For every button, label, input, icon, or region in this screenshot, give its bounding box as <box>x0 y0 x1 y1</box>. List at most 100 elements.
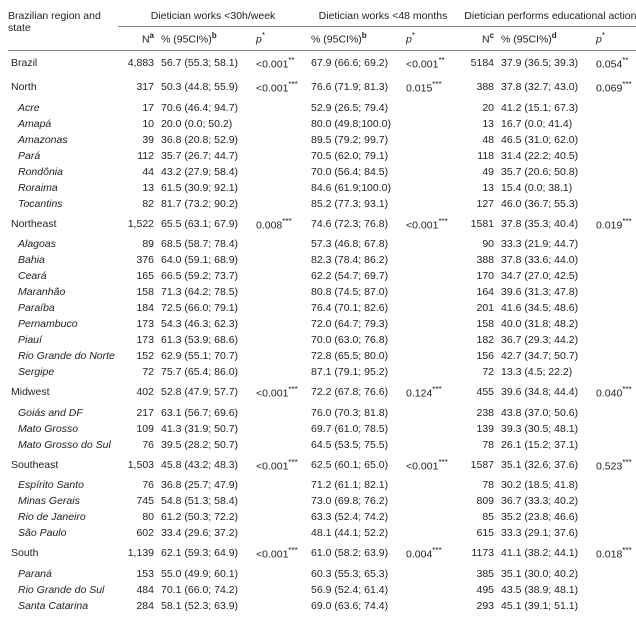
cell-n1: 602 <box>118 525 158 541</box>
cell-n3: 5184 <box>458 50 498 75</box>
cell-ci2: 56.9 (52.4; 61.4) <box>308 582 403 598</box>
cell-ci3: 16.7 (0.0; 41.4) <box>498 116 593 132</box>
cell-p2: 0.004*** <box>403 541 458 566</box>
state-row: Roraima1361.5 (30.9; 92.1)84.6 (61.9;100… <box>8 180 636 196</box>
cell-ci3: 34.7 (27.0; 42.5) <box>498 268 593 284</box>
cell-p2 <box>403 132 458 148</box>
cell-p1: <0.001*** <box>253 453 308 478</box>
cell-p2: 0.124*** <box>403 380 458 405</box>
cell-p3 <box>593 236 636 252</box>
cell-p2 <box>403 493 458 509</box>
state-name: Tocantins <box>8 196 118 212</box>
cell-n3: 158 <box>458 316 498 332</box>
cell-ci3: 37.8 (33.6; 44.0) <box>498 252 593 268</box>
cell-ci1: 43.2 (27.9; 58.4) <box>158 164 253 180</box>
state-name: Amazonas <box>8 132 118 148</box>
cell-n1: 165 <box>118 268 158 284</box>
cell-n1: 17 <box>118 100 158 116</box>
cell-p3: 0.040*** <box>593 380 636 405</box>
cell-p1 <box>253 196 308 212</box>
cell-n3: 20 <box>458 100 498 116</box>
cell-p3 <box>593 268 636 284</box>
cell-p1 <box>253 332 308 348</box>
state-name: Pernambuco <box>8 316 118 332</box>
cell-n3: 455 <box>458 380 498 405</box>
cell-p1 <box>253 566 308 582</box>
cell-ci3: 41.6 (34.5; 48.6) <box>498 300 593 316</box>
cell-n1: 158 <box>118 284 158 300</box>
state-name: Pará <box>8 148 118 164</box>
cell-p2 <box>403 268 458 284</box>
cell-ci2: 63.3 (52.4; 74.2) <box>308 509 403 525</box>
cell-ci2: 70.5 (62.0; 79.1) <box>308 148 403 164</box>
cell-ci2: 82.3 (78.4; 86.2) <box>308 252 403 268</box>
cell-p2 <box>403 509 458 525</box>
cell-p1 <box>253 132 308 148</box>
cell-p2 <box>403 421 458 437</box>
cell-ci2: 72.2 (67.8; 76.6) <box>308 380 403 405</box>
cell-p1 <box>253 148 308 164</box>
cell-p3 <box>593 421 636 437</box>
cell-p1: <0.001** <box>253 50 308 75</box>
cell-p1 <box>253 437 308 453</box>
cell-n1: 80 <box>118 509 158 525</box>
cell-p1: 0.008*** <box>253 212 308 237</box>
cell-n1: 10 <box>118 116 158 132</box>
cell-n3: 90 <box>458 236 498 252</box>
cell-ci2: 62.5 (60.1; 65.0) <box>308 453 403 478</box>
cell-ci1: 56.7 (55.3; 58.1) <box>158 50 253 75</box>
cell-ci3: 33.3 (21.9; 44.7) <box>498 236 593 252</box>
state-name: Paraíba <box>8 300 118 316</box>
cell-p2: <0.001** <box>403 50 458 75</box>
cell-p3 <box>593 180 636 196</box>
cell-p3 <box>593 252 636 268</box>
cell-ci3: 37.9 (36.5; 39.3) <box>498 50 593 75</box>
cell-p1 <box>253 477 308 493</box>
cell-ci2: 89.5 (79.2; 99.7) <box>308 132 403 148</box>
cell-n1: 1,522 <box>118 212 158 237</box>
cell-ci3: 15.4 (0.0; 38.1) <box>498 180 593 196</box>
cell-p1 <box>253 364 308 380</box>
cell-n3: 385 <box>458 566 498 582</box>
state-row: Mato Grosso do Sul7639.5 (28.2; 50.7)64.… <box>8 437 636 453</box>
cell-ci1: 52.8 (47.9; 57.7) <box>158 380 253 405</box>
cell-n3: 13 <box>458 116 498 132</box>
cell-ci2: 52.9 (26.5; 79.4) <box>308 100 403 116</box>
cell-p2 <box>403 525 458 541</box>
cell-p3 <box>593 316 636 332</box>
cell-ci2: 69.7 (61.0; 78.5) <box>308 421 403 437</box>
cell-ci3: 36.7 (33.3; 40.2) <box>498 493 593 509</box>
cell-ci1: 20.0 (0.0; 50.2) <box>158 116 253 132</box>
cell-p1 <box>253 268 308 284</box>
state-row: Paraíba18472.5 (66.0; 79.1)76.4 (70.1; 8… <box>8 300 636 316</box>
cell-ci2: 62.2 (54.7; 69.7) <box>308 268 403 284</box>
cell-p3: 0.523*** <box>593 453 636 478</box>
cell-p3 <box>593 493 636 509</box>
state-row: Maranhão15871.3 (64.2; 78.5)80.8 (74.5; … <box>8 284 636 300</box>
cell-p1 <box>253 180 308 196</box>
cell-p3 <box>593 525 636 541</box>
cell-p2 <box>403 300 458 316</box>
cell-p1 <box>253 236 308 252</box>
cell-ci2: 76.0 (70.3; 81.8) <box>308 405 403 421</box>
cell-n3: 49 <box>458 164 498 180</box>
cell-ci2: 67.9 (66.6; 69.2) <box>308 50 403 75</box>
state-row: Pernambuco17354.3 (46.3; 62.3)72.0 (64.7… <box>8 316 636 332</box>
cell-ci3: 26.1 (15.2; 37.1) <box>498 437 593 453</box>
cell-p3 <box>593 100 636 116</box>
cell-p3 <box>593 300 636 316</box>
cell-ci1: 39.5 (28.2; 50.7) <box>158 437 253 453</box>
cell-ci1: 81.7 (73.2; 90.2) <box>158 196 253 212</box>
cell-n1: 1,139 <box>118 541 158 566</box>
cell-n3: 1587 <box>458 453 498 478</box>
region-row: Northeast1,52265.5 (63.1; 67.9)0.008***7… <box>8 212 636 237</box>
cell-n1: 39 <box>118 132 158 148</box>
state-name: Bahia <box>8 252 118 268</box>
region-name: North <box>8 75 118 100</box>
cell-p2: <0.001*** <box>403 453 458 478</box>
cell-p2 <box>403 252 458 268</box>
cell-n3: 85 <box>458 509 498 525</box>
cell-n3: 1581 <box>458 212 498 237</box>
state-row: Minas Gerais74554.8 (51.3; 58.4)73.0 (69… <box>8 493 636 509</box>
cell-ci1: 68.5 (58.7; 78.4) <box>158 236 253 252</box>
